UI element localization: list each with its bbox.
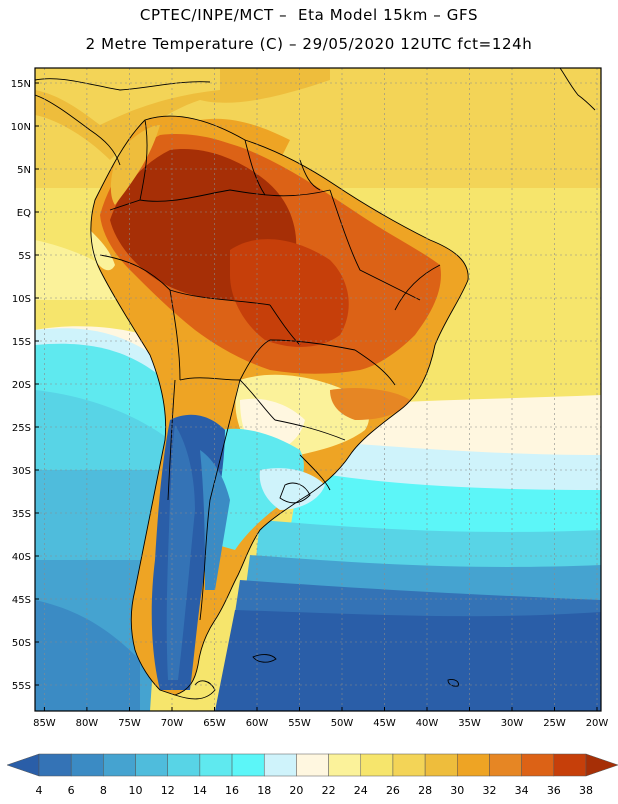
lat-label: 10S	[12, 294, 31, 305]
legend-swatch	[360, 753, 394, 777]
graticule	[35, 68, 601, 711]
legend-tick-label: 38	[579, 784, 593, 797]
lon-label: 85W	[33, 718, 56, 729]
lat-label: 5N	[17, 165, 31, 176]
legend-tick-label: 12	[161, 784, 175, 797]
map-frame	[34, 67, 602, 712]
legend-tick-label: 32	[482, 784, 496, 797]
lat-label: 20S	[12, 380, 31, 391]
legend-swatch	[553, 753, 587, 777]
lat-label: 45S	[12, 595, 31, 606]
legend-tick-label: 8	[100, 784, 107, 797]
lon-label: 65W	[203, 718, 226, 729]
legend-swatch	[231, 753, 265, 777]
legend-arrow-high	[585, 753, 618, 777]
lon-label: 40W	[416, 718, 439, 729]
lon-label: 45W	[373, 718, 396, 729]
legend-swatch	[296, 753, 329, 777]
legend-tick-label: 16	[225, 784, 239, 797]
lon-label: 80W	[76, 718, 99, 729]
legend-swatch	[424, 753, 458, 777]
legend-swatch	[489, 753, 522, 777]
legend-swatch	[135, 753, 168, 777]
legend-tick-label: 20	[289, 784, 303, 797]
legend-swatch	[263, 753, 297, 777]
legend-tick-label: 22	[322, 784, 336, 797]
lat-label: 15N	[11, 79, 31, 90]
legend-tick-label: 4	[36, 784, 43, 797]
legend-tick-label: 24	[354, 784, 368, 797]
legend-tick-label: 30	[450, 784, 464, 797]
legend-arrow-low	[6, 753, 40, 777]
legend-tick-label: 6	[68, 784, 75, 797]
legend-swatch	[392, 753, 426, 777]
legend-swatch	[167, 753, 201, 777]
chart-title: CPTEC/INPE/MCT – Eta Model 15km – GFS	[139, 6, 479, 24]
lon-label: 55W	[288, 718, 311, 729]
legend-swatch	[328, 753, 362, 777]
legend-tick-label: 14	[193, 784, 207, 797]
lat-label: 15S	[12, 337, 31, 348]
legend-tick-label: 34	[515, 784, 529, 797]
color-legend: 4 6 8 10 12 14 16 18 20 22 24 26 28 30 32 34 36 38	[6, 753, 618, 797]
legend-swatch	[457, 753, 490, 777]
lon-label: 50W	[331, 718, 354, 729]
legend-tick-label: 36	[547, 784, 561, 797]
lat-label: 55S	[12, 681, 31, 692]
lon-label: 20W	[586, 718, 609, 729]
lon-label: 75W	[118, 718, 141, 729]
country-borders	[35, 68, 596, 700]
lat-label: 40S	[12, 552, 31, 563]
lon-label: 70W	[161, 718, 184, 729]
lon-label: 30W	[501, 718, 524, 729]
lat-label: 25S	[12, 423, 31, 434]
legend-swatch	[70, 753, 104, 777]
legend-tick-label: 26	[386, 784, 400, 797]
legend-swatch	[38, 753, 72, 777]
lon-label: 35W	[458, 718, 481, 729]
lat-label: 5S	[18, 251, 31, 262]
lat-label: 35S	[12, 509, 31, 520]
lat-label: EQ	[17, 208, 31, 219]
legend-swatch	[521, 753, 555, 777]
lon-label: 60W	[246, 718, 269, 729]
lon-label: 25W	[543, 718, 566, 729]
legend-tick-label: 28	[418, 784, 432, 797]
legend-tick-label: 18	[257, 784, 271, 797]
legend-tick-label: 10	[129, 784, 143, 797]
lat-label: 30S	[12, 466, 31, 477]
legend-swatch	[103, 753, 136, 777]
chart-subtitle: 2 Metre Temperature (C) – 29/05/2020 12U…	[85, 35, 533, 53]
lat-label: 10N	[11, 122, 31, 133]
legend-swatch	[199, 753, 233, 777]
lat-label: 50S	[12, 638, 31, 649]
